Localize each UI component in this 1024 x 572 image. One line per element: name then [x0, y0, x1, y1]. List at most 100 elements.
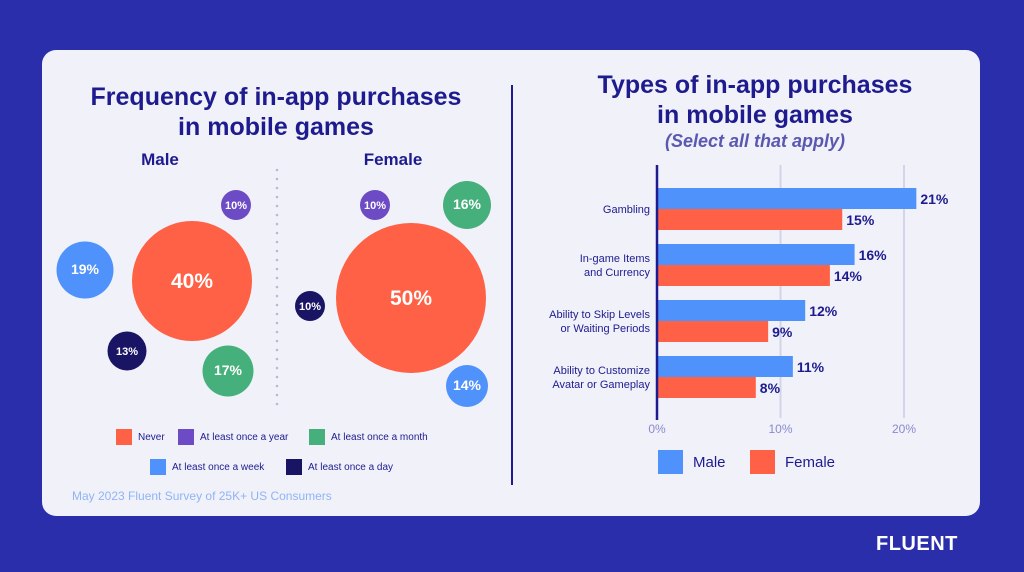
dotted-separator-dot	[275, 402, 279, 406]
bubble-label: 50%	[390, 287, 432, 310]
tick-label: 0%	[648, 422, 666, 436]
legend-label: Male	[693, 454, 726, 471]
dotted-separator-dot	[275, 366, 279, 370]
female-heading: Female	[363, 150, 423, 169]
bubble-label: 17%	[214, 362, 243, 378]
legend-label: At least once a week	[172, 461, 265, 473]
source-note: May 2023 Fluent Survey of 25K+ US Consum…	[72, 489, 332, 503]
dotted-separator-dot	[275, 249, 279, 253]
bubble-male	[221, 190, 251, 220]
legend-swatch	[286, 459, 302, 475]
dotted-separator-dot	[275, 294, 279, 298]
data-label: 16%	[859, 247, 888, 263]
dotted-separator-dot	[275, 177, 279, 181]
legend-swatch	[116, 429, 132, 445]
bubble-male	[132, 221, 252, 341]
dotted-separator-dot	[275, 384, 279, 388]
data-label: 21%	[920, 191, 949, 207]
bubble-female	[446, 365, 488, 407]
legend-item: Never	[116, 429, 165, 445]
bar-male	[657, 244, 855, 265]
tick-label: 20%	[892, 422, 916, 436]
data-label: 14%	[834, 268, 863, 284]
bar-female	[657, 377, 756, 398]
dotted-separator-dot	[275, 285, 279, 289]
category-label: or Waiting Periods	[561, 323, 651, 335]
right-title: Types of in-app purchases in mobile game…	[597, 71, 913, 129]
dotted-separator-dot	[275, 267, 279, 271]
legend-item: At least once a month	[309, 429, 428, 445]
dotted-separator-dot	[275, 303, 279, 307]
bubble-label: 10%	[225, 200, 247, 212]
category-label: Avatar or Gameplay	[552, 379, 650, 391]
bubble-label: 40%	[171, 270, 213, 293]
bubble-label: 19%	[71, 261, 100, 277]
bubble-female	[336, 223, 486, 373]
data-label: 11%	[797, 359, 825, 375]
dotted-separator-dot	[275, 393, 279, 397]
legend-label: At least once a year	[200, 431, 289, 443]
bar-female	[657, 265, 830, 286]
bar-female	[657, 321, 769, 342]
bubble-label: 16%	[453, 196, 482, 212]
legend-label: At least once a month	[331, 431, 428, 443]
dotted-separator-dot	[275, 204, 279, 208]
left-title-line2: in mobile games	[178, 113, 374, 141]
bar-female	[657, 209, 843, 230]
bar-male	[657, 300, 806, 321]
bubble-male	[202, 345, 254, 397]
data-label: 9%	[772, 324, 793, 340]
dotted-separator-dot	[275, 348, 279, 352]
legend-item: At least once a year	[178, 429, 288, 445]
dotted-separator-dot	[275, 258, 279, 262]
data-label: 8%	[760, 380, 781, 396]
bubble-label: 10%	[364, 200, 386, 212]
left-title: Frequency of in-app purchases in mobile g…	[60, 82, 492, 142]
data-label: 12%	[809, 303, 838, 319]
legend-label: Female	[785, 454, 835, 471]
category-label: In-game Items	[580, 253, 651, 265]
dotted-separator-dot	[275, 186, 279, 190]
fluent-logo: FLUENT	[876, 533, 958, 555]
data-label: 15%	[846, 212, 875, 228]
bubble-male	[56, 241, 114, 299]
legend-swatch	[658, 450, 683, 474]
male-heading: Male	[141, 150, 179, 169]
dotted-separator-dot	[275, 222, 279, 226]
tick-label: 10%	[768, 422, 792, 436]
bubble-female	[360, 190, 390, 220]
section-divider	[511, 85, 513, 485]
dotted-separator-dot	[275, 276, 279, 280]
bubble-label: 14%	[453, 377, 482, 393]
bubble-label: 13%	[116, 346, 138, 358]
dotted-separator-dot	[275, 231, 279, 235]
legend-swatch	[150, 459, 166, 475]
dotted-separator-dot	[275, 240, 279, 244]
dotted-separator-dot	[275, 321, 279, 325]
bar-male	[657, 188, 917, 209]
legend-label: Never	[138, 431, 165, 443]
left-title-line1: Frequency of in-app purchases	[90, 83, 462, 111]
bubble-label: 10%	[299, 301, 321, 313]
dotted-separator-dot	[275, 312, 279, 316]
legend-label: At least once a day	[308, 461, 394, 473]
legend-swatch	[178, 429, 194, 445]
bar-male	[657, 356, 793, 377]
bubble-male	[107, 331, 147, 371]
category-label: Ability to Skip Levels	[549, 309, 650, 321]
dotted-separator-dot	[275, 213, 279, 217]
legend-item: At least once a week	[150, 459, 264, 475]
category-label: Gambling	[603, 204, 650, 216]
right-subtitle: (Select all that apply)	[664, 131, 846, 151]
dotted-separator-dot	[275, 357, 279, 361]
dotted-separator-dot	[275, 339, 279, 343]
bubble-female	[443, 181, 491, 229]
dotted-separator-dot	[275, 330, 279, 334]
category-label: and Currency	[584, 267, 651, 279]
dotted-separator-dot	[275, 195, 279, 199]
dotted-separator-dot	[275, 375, 279, 379]
legend-swatch	[750, 450, 775, 474]
dotted-separator-dot	[275, 168, 279, 172]
legend-item: At least once a day	[286, 459, 393, 475]
